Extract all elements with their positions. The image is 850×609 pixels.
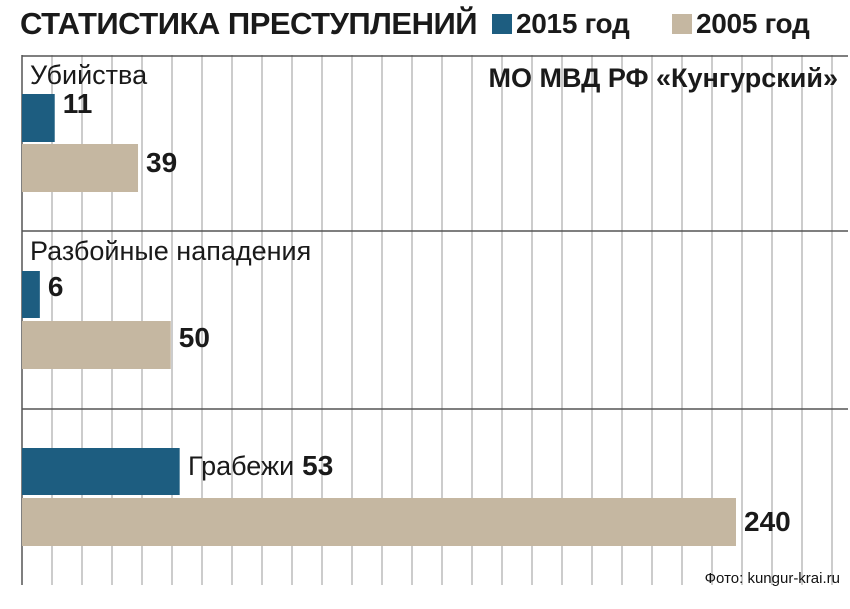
bars (22, 94, 736, 546)
bar-2015 (22, 94, 55, 142)
legend-swatch-2015 (492, 14, 512, 34)
category-label: Разбойные нападения (30, 236, 311, 266)
bar-2005 (22, 321, 171, 369)
legend-swatch-2005 (672, 14, 692, 34)
category-label: Убийства (30, 60, 148, 90)
section-frames (22, 55, 848, 410)
grid-lines (21, 55, 833, 585)
chart-header: СТАТИСТИКА ПРЕСТУПЛЕНИЙ 2015 год 2005 го… (0, 0, 850, 50)
value-label: 240 (744, 506, 791, 537)
value-label: 53 (302, 450, 333, 481)
value-label: 6 (48, 271, 64, 302)
value-label: 39 (146, 147, 177, 178)
legend-item-2005: 2005 год (672, 8, 810, 40)
category-label: Грабежи (188, 451, 294, 481)
legend-label-2015: 2015 год (516, 8, 630, 39)
bar-2015 (22, 271, 40, 318)
bar-2005 (22, 498, 736, 546)
chart-subtitle: МО МВД РФ «Кунгурский» (488, 63, 838, 93)
bar-2005 (22, 144, 139, 192)
chart-title: СТАТИСТИКА ПРЕСТУПЛЕНИЙ (20, 6, 478, 41)
legend-item-2015: 2015 год (492, 8, 630, 40)
photo-credit: Фото: kungur-krai.ru (705, 570, 840, 587)
value-label: 50 (179, 322, 210, 353)
value-label: 11 (63, 88, 93, 119)
legend-label-2005: 2005 год (696, 8, 810, 39)
bar-2015 (22, 448, 180, 495)
